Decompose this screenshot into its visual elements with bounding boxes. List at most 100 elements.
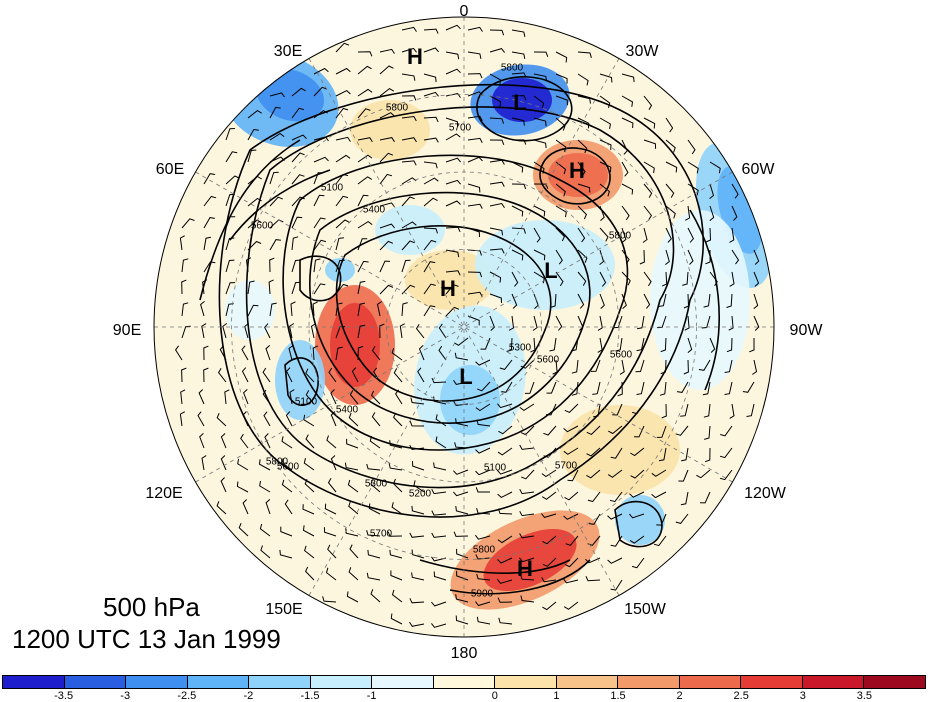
anomaly-region <box>330 303 380 387</box>
wind-barb <box>563 578 579 584</box>
wind-barb <box>542 557 557 567</box>
wind-barb <box>401 115 417 122</box>
wind-barb <box>349 390 359 405</box>
wind-barb <box>181 218 195 229</box>
wind-barb <box>453 531 469 537</box>
wind-barb <box>497 403 513 409</box>
wind-barb <box>366 530 381 537</box>
contour-label: 5600 <box>251 221 274 232</box>
wind-barb <box>431 377 447 384</box>
wind-barb <box>665 139 676 153</box>
wind-barb <box>290 301 296 317</box>
wind-barb <box>453 337 469 346</box>
wind-barb <box>643 161 655 174</box>
colorbar-tick-label: -3 <box>120 690 131 702</box>
wind-barb <box>665 227 672 243</box>
wind-barb <box>511 227 526 234</box>
wind-barb <box>411 572 425 581</box>
wind-barb <box>238 523 249 537</box>
pressure-level-label: 500 hPa <box>103 592 200 622</box>
wind-barb <box>543 425 557 436</box>
wind-barb <box>749 338 755 353</box>
wind-barb <box>511 29 526 38</box>
wind-barb <box>665 183 675 198</box>
contour-label: 5100 <box>295 397 318 408</box>
wind-barb <box>709 271 718 287</box>
wind-barb <box>489 95 502 107</box>
wind-barb <box>467 183 481 193</box>
wind-barb <box>511 249 524 261</box>
wind-barb <box>181 279 187 295</box>
longitude-label: 180 <box>451 645 478 662</box>
wind-barb <box>368 503 381 515</box>
wind-barb <box>577 183 591 193</box>
wind-barb <box>467 137 483 143</box>
wind-barb <box>610 579 623 591</box>
wind-barb <box>577 271 587 286</box>
wind-barb <box>379 173 393 185</box>
wind-barb <box>599 271 607 287</box>
wind-barb <box>729 271 735 287</box>
wind-barb <box>753 315 760 331</box>
wind-barb <box>379 48 395 54</box>
wind-barb <box>423 305 436 317</box>
wind-barb <box>489 293 502 304</box>
wind-barb <box>325 567 337 581</box>
wind-barb <box>746 403 755 417</box>
wind-barb <box>577 293 585 309</box>
wind-barb <box>435 436 447 449</box>
wind-barb <box>445 51 460 60</box>
wind-barb <box>682 271 689 286</box>
wind-barb <box>563 601 579 610</box>
wind-barb <box>225 175 240 185</box>
wind-barb <box>467 26 483 32</box>
wind-barb <box>550 293 557 308</box>
colorbar-swatch <box>864 676 925 688</box>
wind-barb <box>555 227 565 242</box>
wind-barb <box>475 447 491 454</box>
wind-barb <box>346 438 359 449</box>
wind-barb <box>291 152 305 163</box>
wind-barb <box>687 227 694 243</box>
wind-barb <box>467 203 483 209</box>
wind-barb <box>291 236 299 251</box>
wind-barb <box>203 173 216 185</box>
wind-barb <box>269 132 285 141</box>
wind-barb <box>590 359 601 372</box>
wind-barb <box>445 24 461 31</box>
wind-barb <box>379 284 394 295</box>
wind-barb <box>346 591 359 603</box>
height-contour <box>199 139 301 301</box>
wind-barb <box>423 261 436 273</box>
wind-barb <box>390 570 403 581</box>
wind-barb <box>651 469 667 477</box>
wind-barb <box>629 535 645 544</box>
contour-label: 5600 <box>277 462 300 473</box>
wind-barb <box>313 283 326 295</box>
wind-barb <box>621 227 627 243</box>
wind-barb <box>285 411 293 427</box>
wind-barb <box>379 240 394 251</box>
wind-barb <box>357 280 366 295</box>
wind-barb <box>636 337 645 352</box>
wind-barb <box>599 293 605 309</box>
wind-barb <box>409 532 425 538</box>
wind-barb <box>291 134 307 141</box>
height-contour <box>335 225 552 402</box>
wind-barb <box>533 51 549 57</box>
wind-barb <box>423 239 437 251</box>
wind-barb <box>438 345 447 361</box>
height-contour <box>476 76 573 142</box>
contour-label: 5900 <box>471 589 494 600</box>
wind-barb <box>423 227 438 234</box>
wind-barb <box>577 139 588 154</box>
wind-barb <box>445 117 459 127</box>
colorbar-swatch <box>249 676 311 688</box>
wind-barb <box>599 249 605 265</box>
wind-barb <box>586 447 601 457</box>
wind-barb <box>497 491 513 498</box>
wind-barb <box>291 107 305 119</box>
wind-barb <box>621 271 631 286</box>
wind-barb <box>533 95 545 109</box>
wind-barb <box>719 447 733 459</box>
